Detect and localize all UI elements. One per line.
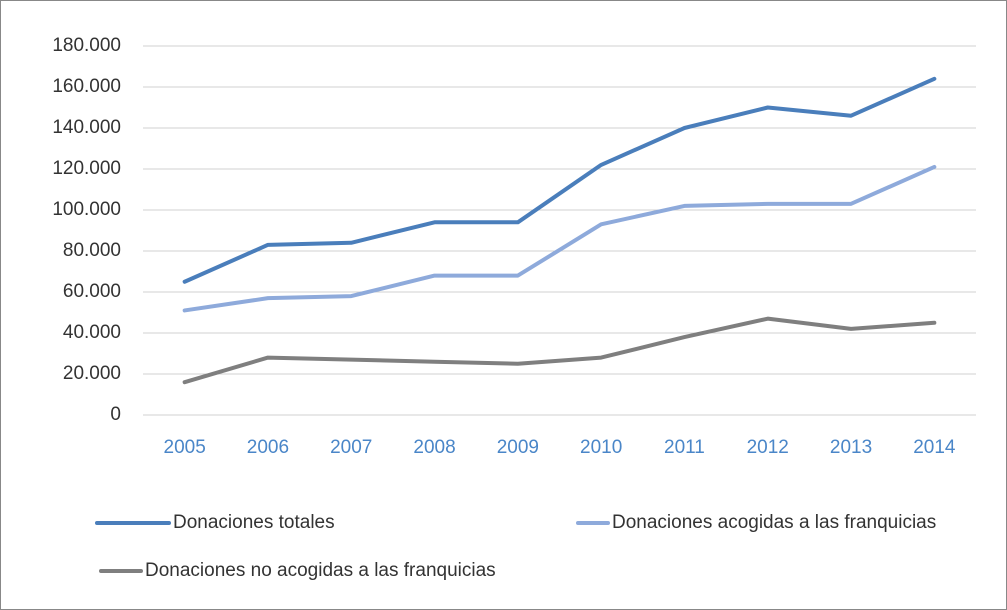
y-tick-label: 180.000 — [52, 35, 121, 56]
x-tick-label: 2006 — [247, 437, 289, 458]
y-tick-label: 140.000 — [52, 117, 121, 138]
y-tick-label: 120.000 — [52, 158, 121, 179]
y-tick-label: 100.000 — [52, 199, 121, 220]
legend-label: Donaciones acogidas a las franquicias — [612, 512, 936, 533]
y-tick-label: 60.000 — [63, 281, 121, 302]
x-tick-label: 2008 — [413, 437, 455, 458]
x-tick-label: 2010 — [580, 437, 622, 458]
x-tick-label: 2013 — [830, 437, 872, 458]
x-tick-label: 2011 — [664, 437, 705, 458]
y-tick-label: 160.000 — [52, 76, 121, 97]
series-line — [182, 164, 937, 313]
y-tick-label: 0 — [110, 404, 121, 425]
legend-label: Donaciones no acogidas a las franquicias — [145, 560, 496, 581]
x-tick-label: 2007 — [330, 437, 372, 458]
x-tick-label: 2012 — [747, 437, 789, 458]
x-tick-label: 2005 — [164, 437, 206, 458]
x-tick-label: 2009 — [497, 437, 539, 458]
series-line — [182, 316, 937, 385]
y-tick-label: 20.000 — [63, 363, 121, 384]
y-tick-label: 40.000 — [63, 322, 121, 343]
series-line — [182, 76, 937, 284]
x-tick-label: 2014 — [913, 437, 956, 458]
y-tick-label: 80.000 — [63, 240, 121, 261]
legend-label: Donaciones totales — [173, 512, 335, 533]
